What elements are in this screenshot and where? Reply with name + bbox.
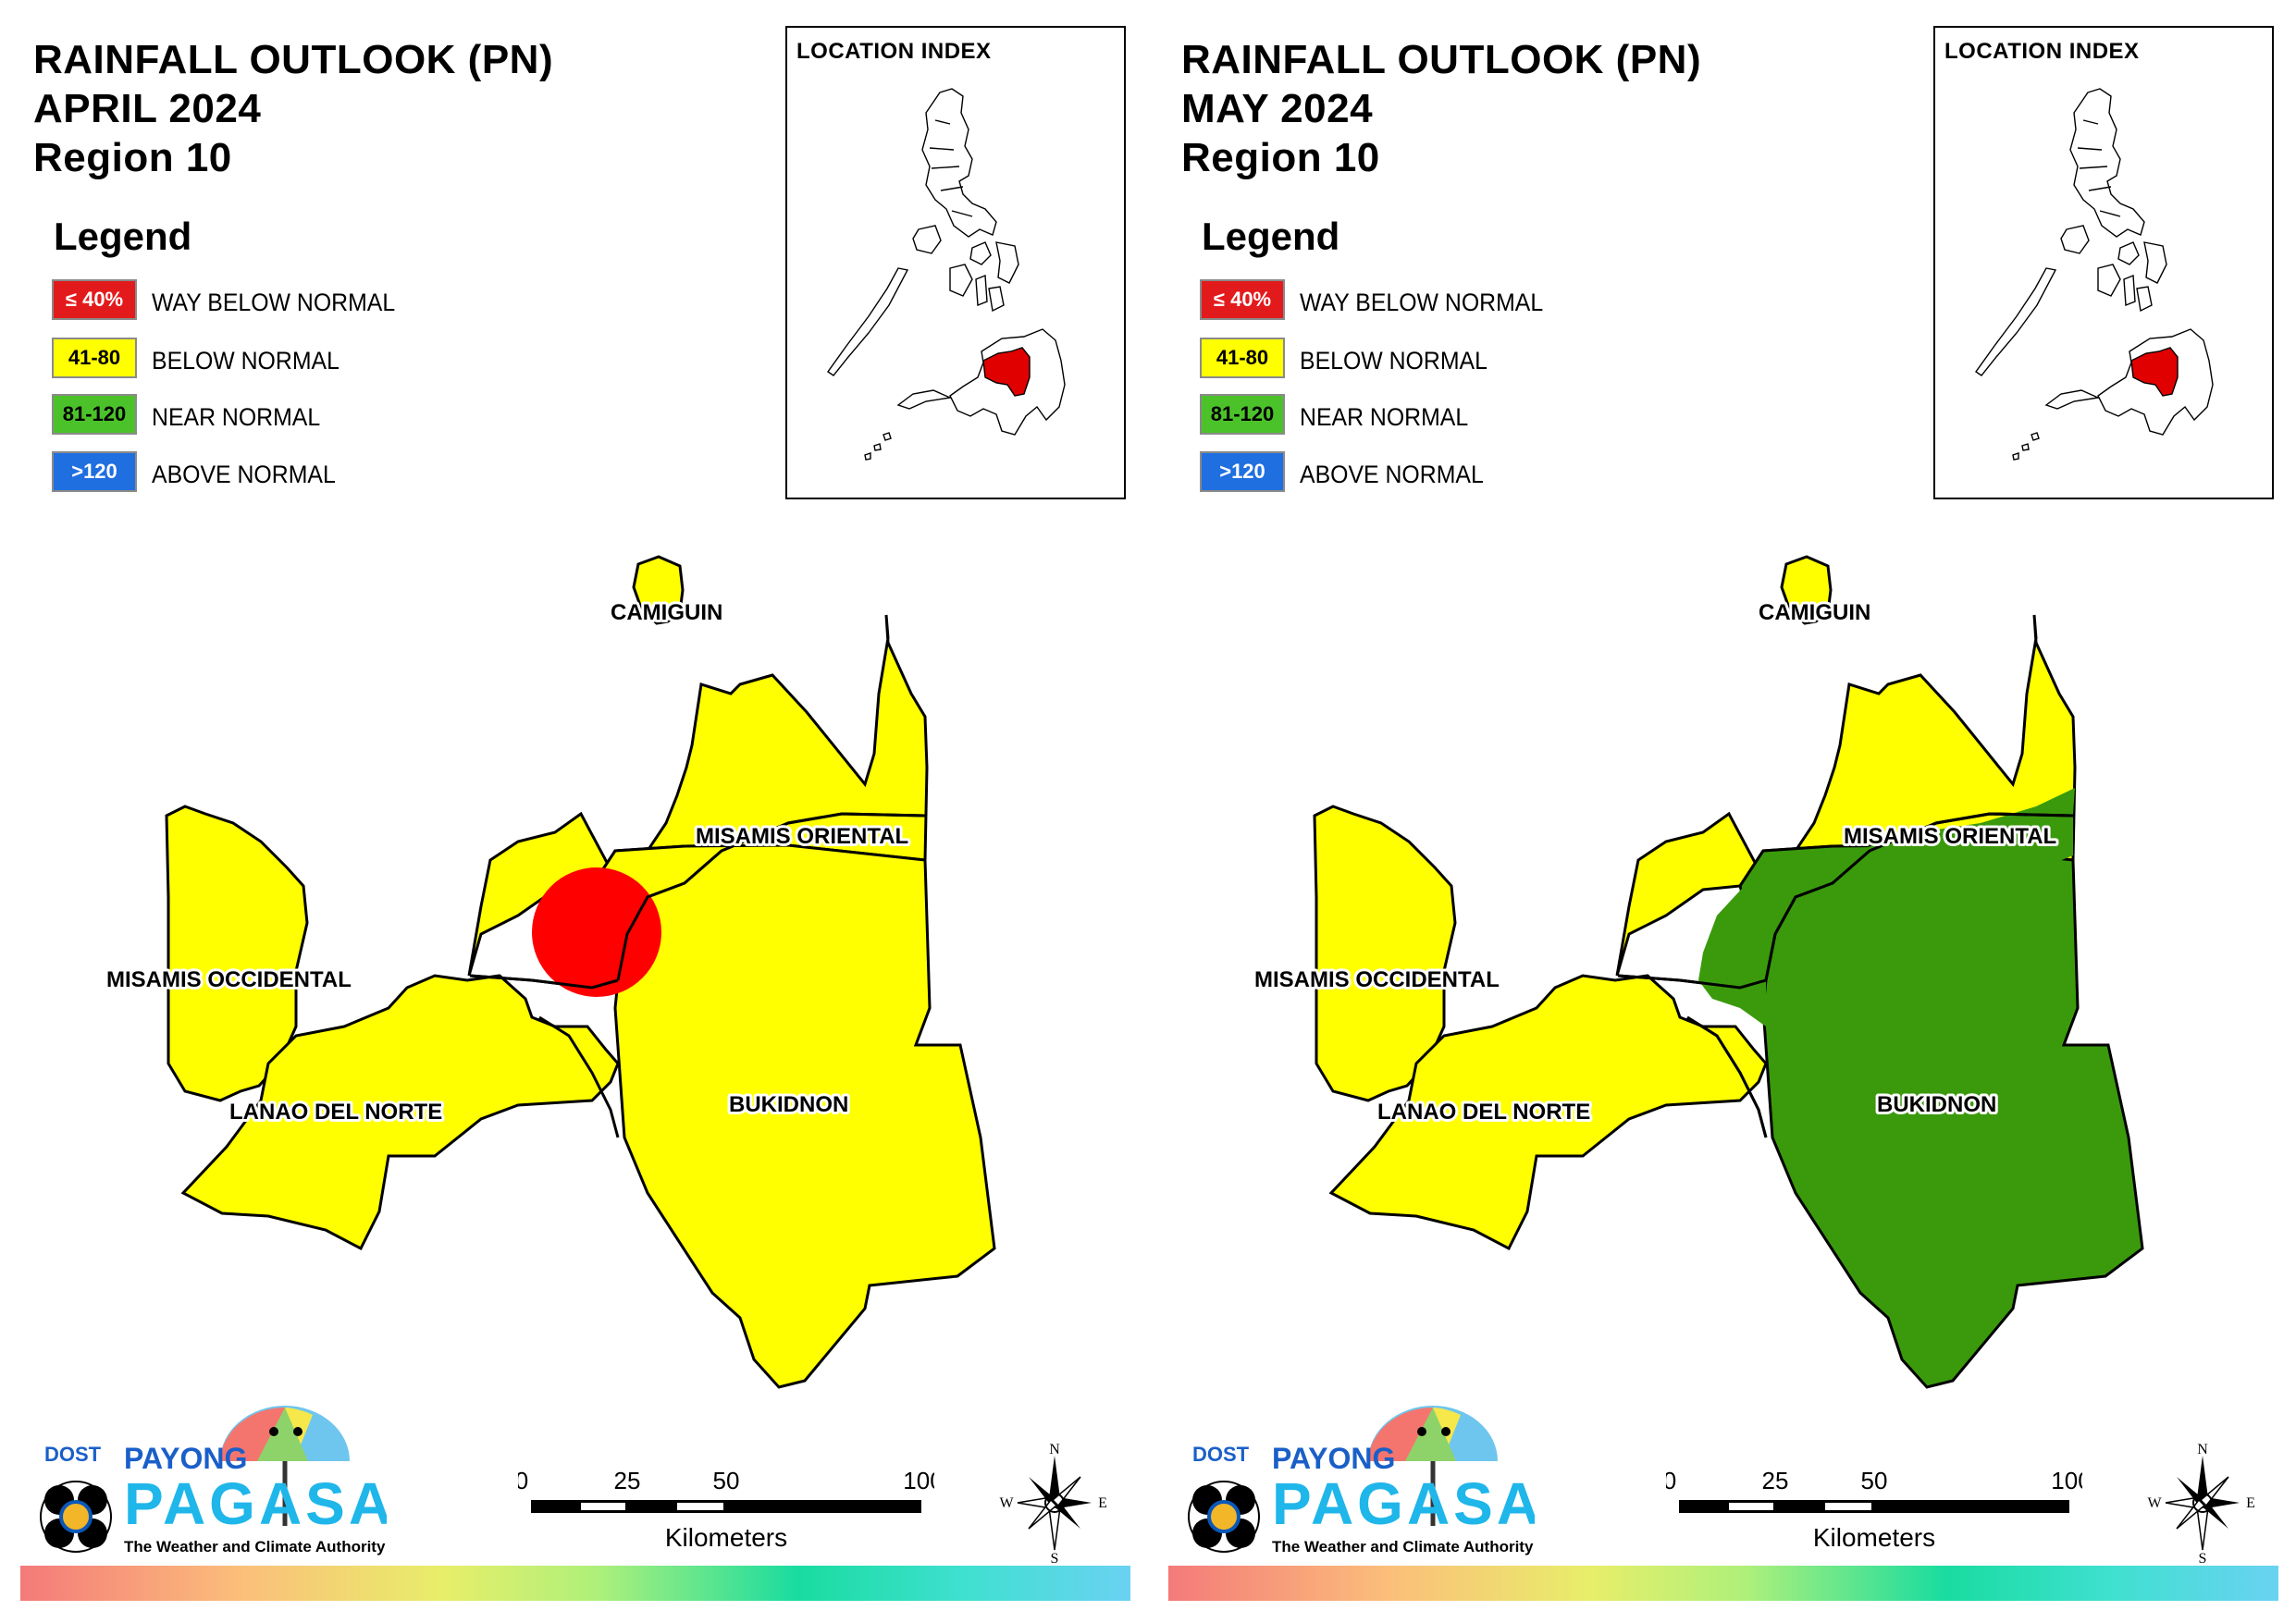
compass-w: W <box>2147 1495 2162 1511</box>
inset-title: LOCATION INDEX <box>796 39 992 64</box>
legend-swatch: >120 <box>52 451 137 492</box>
outlook-panel-may: RAINFALL OUTLOOK (PN) MAY 2024 Region 10… <box>1148 0 2296 1623</box>
scale-tick-50: 50 <box>713 1467 740 1494</box>
region-map: CAMIGUIN MISAMIS ORIENTAL MISAMIS OCCIDE… <box>104 555 996 1389</box>
label-misamis-occidental: MISAMIS OCCIDENTAL <box>1254 967 1500 992</box>
umbrella-icon <box>220 1406 350 1526</box>
title-line-3: Region 10 <box>1181 135 1380 180</box>
payong-pagasa-logo: DOST PAYONG PAGASA The Weather and Clima… <box>1188 1406 1535 1555</box>
legend-label: BELOW NORMAL <box>1300 347 1487 375</box>
dost-seal-icon <box>1188 1481 1260 1553</box>
logo-pagasa-text: PAGASA <box>1272 1470 1535 1537</box>
legend-swatch: ≤ 40% <box>52 279 137 320</box>
inset-title: LOCATION INDEX <box>1944 39 2140 64</box>
brand-gradient-bar <box>1168 1566 2278 1601</box>
location-index-inset: LOCATION INDEX <box>785 26 1126 499</box>
title-line-1: RAINFALL OUTLOOK (PN) <box>1181 37 1702 82</box>
misamis-occidental-province <box>165 805 309 1102</box>
compass-rose-icon: N S E W <box>999 1443 1107 1563</box>
legend-swatch: 41-80 <box>1200 338 1285 378</box>
logo-payong-text: PAYONG <box>124 1442 247 1475</box>
dost-seal-icon <box>40 1481 112 1553</box>
logo-tagline: The Weather and Climate Authority <box>124 1538 386 1555</box>
scale-tick-25: 25 <box>614 1467 641 1494</box>
compass-n: N <box>2197 1443 2208 1457</box>
compass-w: W <box>999 1495 1014 1511</box>
scale-tick-25: 25 <box>1762 1467 1789 1494</box>
label-lanao-del-norte: LANAO DEL NORTE <box>1377 1100 1590 1125</box>
map-title: RAINFALL OUTLOOK (PN) MAY 2024 Region 10 <box>1181 35 1701 182</box>
legend-label: ABOVE NORMAL <box>1300 461 1484 488</box>
scale-tick-100: 100 <box>2051 1467 2082 1494</box>
scale-bar: 0 25 50 100 Kilometers <box>1666 1467 2082 1552</box>
title-line-2: MAY 2024 <box>1181 86 1374 131</box>
legend-label: BELOW NORMAL <box>152 347 339 375</box>
outlook-anomaly-area <box>1617 788 2075 1138</box>
legend-label: WAY BELOW NORMAL <box>152 289 396 316</box>
scale-unit: Kilometers <box>1813 1523 1935 1552</box>
logo-pagasa-text: PAGASA <box>124 1470 387 1537</box>
label-bukidnon: BUKIDNON <box>729 1092 848 1117</box>
compass-rose-icon: N S E W <box>2147 1443 2255 1563</box>
lanao-del-norte-province <box>1328 974 1768 1251</box>
logo-dost-text: DOST <box>44 1443 102 1466</box>
scale-tick-0: 0 <box>1666 1467 1676 1494</box>
outlook-panel-april: RAINFALL OUTLOOK (PN) APRIL 2024 Region … <box>20 26 1130 1601</box>
scale-tick-0: 0 <box>518 1467 528 1494</box>
legend-title: Legend <box>1202 215 1340 258</box>
philippines-locator-map <box>827 88 1066 461</box>
legend-label: WAY BELOW NORMAL <box>1300 289 1544 316</box>
region-map: CAMIGUIN MISAMIS ORIENTAL MISAMIS OCCIDE… <box>1252 555 2144 1389</box>
lanao-del-norte-province <box>180 974 620 1251</box>
compass-n: N <box>1049 1443 1060 1457</box>
location-index-inset: LOCATION INDEX <box>1933 26 2274 499</box>
label-lanao-del-norte: LANAO DEL NORTE <box>229 1100 442 1125</box>
bukidnon-province <box>1738 843 2144 1389</box>
umbrella-icon <box>1368 1406 1498 1526</box>
scale-unit: Kilometers <box>665 1523 787 1552</box>
payong-pagasa-logo: DOST PAYONG PAGASA The Weather and Clima… <box>40 1406 387 1555</box>
legend-label: NEAR NORMAL <box>152 403 321 431</box>
compass-e: E <box>2246 1495 2255 1511</box>
region-10-highlight <box>2130 347 2179 397</box>
misamis-occidental-province <box>1313 805 1457 1102</box>
map-title: RAINFALL OUTLOOK (PN) APRIL 2024 Region … <box>33 35 553 182</box>
logo-payong-text: PAYONG <box>1272 1442 1395 1475</box>
title-line-2: APRIL 2024 <box>33 86 262 131</box>
compass-s: S <box>1051 1551 1059 1563</box>
outlook-anomaly-area <box>469 812 926 997</box>
legend-title: Legend <box>54 215 192 258</box>
legend-swatch: >120 <box>1200 451 1285 492</box>
philippines-locator-map <box>1975 88 2214 461</box>
legend-label: NEAR NORMAL <box>1300 403 1469 431</box>
legend-swatch: 41-80 <box>52 338 137 378</box>
camiguin-province <box>1780 555 1833 625</box>
scale-tick-50: 50 <box>1861 1467 1888 1494</box>
label-misamis-oriental: MISAMIS ORIENTAL <box>1844 824 2056 849</box>
compass-s: S <box>2199 1551 2207 1563</box>
logo-tagline: The Weather and Climate Authority <box>1272 1538 1534 1555</box>
legend-label: ABOVE NORMAL <box>152 461 336 488</box>
region-10-highlight <box>982 347 1031 397</box>
bukidnon-province <box>590 843 996 1389</box>
brand-gradient-bar <box>20 1566 1130 1601</box>
scale-tick-100: 100 <box>903 1467 934 1494</box>
legend-swatch: 81-120 <box>1200 394 1285 435</box>
camiguin-province <box>632 555 685 625</box>
label-misamis-occidental: MISAMIS OCCIDENTAL <box>106 967 352 992</box>
label-camiguin: CAMIGUIN <box>611 600 722 625</box>
legend-swatch: 81-120 <box>52 394 137 435</box>
label-camiguin: CAMIGUIN <box>1759 600 1870 625</box>
legend-swatch: ≤ 40% <box>1200 279 1285 320</box>
title-line-3: Region 10 <box>33 135 232 180</box>
compass-e: E <box>1098 1495 1107 1511</box>
label-bukidnon: BUKIDNON <box>1877 1092 1996 1117</box>
title-line-1: RAINFALL OUTLOOK (PN) <box>33 37 554 82</box>
scale-bar: 0 25 50 100 Kilometers <box>518 1467 934 1552</box>
label-misamis-oriental: MISAMIS ORIENTAL <box>696 824 908 849</box>
logo-dost-text: DOST <box>1192 1443 1250 1466</box>
